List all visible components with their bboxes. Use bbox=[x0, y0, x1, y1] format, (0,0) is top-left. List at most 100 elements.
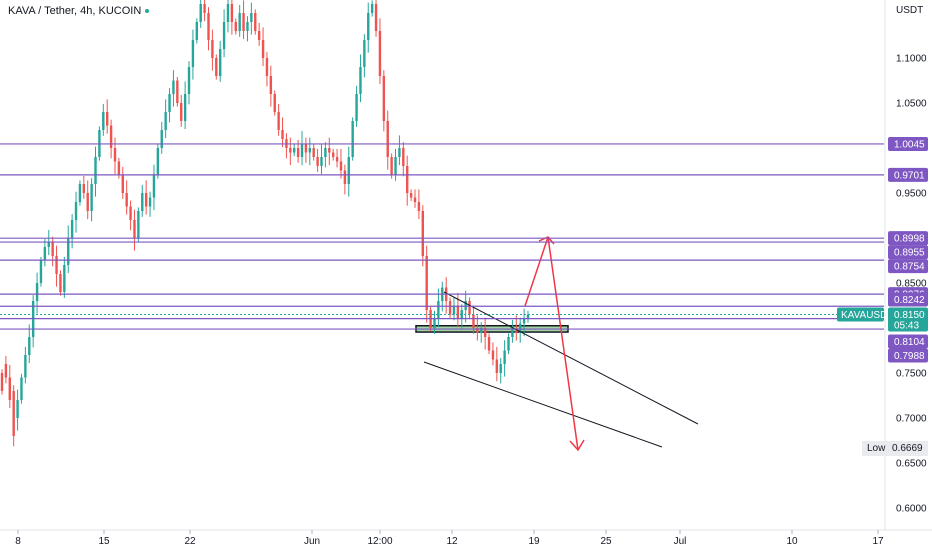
candle-body bbox=[160, 130, 163, 148]
candle-body bbox=[370, 4, 374, 13]
candle bbox=[55, 245, 58, 287]
candle-body bbox=[273, 94, 276, 112]
level-price-badge[interactable] bbox=[888, 245, 928, 260]
candle-body bbox=[35, 283, 39, 301]
candle bbox=[487, 333, 491, 355]
candle bbox=[296, 139, 300, 163]
candle-body bbox=[113, 148, 117, 162]
candle-body bbox=[265, 58, 269, 76]
candle bbox=[285, 133, 288, 159]
candle-body bbox=[20, 377, 23, 400]
level-price-label: 0.8104 bbox=[894, 337, 925, 348]
candle-body bbox=[121, 175, 124, 193]
candle-body bbox=[70, 220, 74, 238]
candle-body bbox=[300, 143, 304, 157]
candle-body bbox=[144, 193, 148, 207]
candle bbox=[172, 70, 175, 107]
candle-body bbox=[316, 157, 319, 166]
candle bbox=[148, 191, 152, 217]
y-tick-label: 0.8500 bbox=[896, 279, 927, 290]
level-price-badge[interactable] bbox=[888, 334, 928, 349]
candle-body bbox=[250, 13, 253, 22]
candle bbox=[367, 2, 370, 53]
candle bbox=[277, 103, 280, 136]
x-tick-label: 17 bbox=[872, 536, 884, 547]
level-price-badge[interactable] bbox=[888, 136, 928, 151]
candle bbox=[133, 209, 136, 251]
candle bbox=[51, 236, 54, 267]
candle bbox=[39, 256, 43, 287]
candle bbox=[261, 27, 265, 67]
candle-body bbox=[176, 80, 179, 103]
candle bbox=[363, 34, 366, 78]
level-price-badge[interactable] bbox=[888, 348, 928, 363]
candle-body bbox=[82, 184, 86, 193]
drawings[interactable] bbox=[423, 236, 699, 452]
candle bbox=[230, 0, 234, 35]
candle-body bbox=[8, 377, 11, 400]
x-tick-label: 22 bbox=[184, 536, 196, 547]
candle-body bbox=[363, 40, 366, 67]
candle bbox=[121, 166, 124, 199]
candle-body bbox=[448, 301, 452, 315]
candle bbox=[8, 364, 11, 409]
candle bbox=[312, 144, 315, 161]
channel-upper-line[interactable] bbox=[443, 291, 699, 425]
candle bbox=[183, 81, 187, 130]
candle bbox=[160, 121, 163, 154]
candle bbox=[144, 180, 148, 215]
candle bbox=[176, 76, 179, 107]
level-price-badge[interactable] bbox=[888, 259, 928, 274]
candle-body bbox=[24, 355, 27, 378]
candle bbox=[246, 16, 249, 42]
level-price-badge[interactable] bbox=[888, 292, 928, 307]
candle-body bbox=[0, 373, 4, 391]
projection-arrow-down[interactable] bbox=[569, 439, 585, 452]
channel-lower-line[interactable] bbox=[423, 361, 663, 448]
candle bbox=[456, 292, 460, 328]
projection-path[interactable] bbox=[524, 236, 579, 451]
candle bbox=[402, 142, 405, 177]
candle bbox=[94, 146, 97, 197]
level-price-label: 0.8754 bbox=[894, 262, 925, 273]
x-tick-label: 25 bbox=[600, 536, 612, 547]
candle bbox=[374, 0, 378, 37]
time-axis[interactable]: 8 15 22 Jun 12:00 12 19 25 Jul 10 17 bbox=[15, 530, 884, 547]
x-tick-label: Jun bbox=[304, 536, 320, 547]
candle bbox=[409, 189, 413, 202]
price-axis[interactable]: USDT 1.1000 1.0500 0.9500 0.8500 0.7500 0.7000… bbox=[896, 5, 927, 515]
candle-body bbox=[129, 206, 132, 220]
candle bbox=[257, 22, 261, 46]
last-price-badge[interactable] bbox=[888, 307, 928, 332]
candle bbox=[343, 164, 347, 195]
grid bbox=[0, 0, 932, 531]
candle-body bbox=[168, 94, 171, 112]
candle bbox=[359, 54, 362, 103]
candle bbox=[265, 52, 269, 87]
candle-body bbox=[367, 13, 370, 40]
level-price-label: 0.9701 bbox=[894, 170, 925, 181]
level-price-label: 1.0045 bbox=[894, 139, 925, 150]
level-price-badge[interactable] bbox=[888, 167, 928, 182]
candle bbox=[483, 317, 487, 350]
candle bbox=[59, 270, 62, 296]
level-price-badge[interactable] bbox=[888, 231, 928, 246]
candle bbox=[269, 65, 273, 107]
candle bbox=[526, 310, 530, 323]
candle bbox=[355, 85, 358, 127]
candle bbox=[320, 144, 323, 175]
candle-body bbox=[12, 391, 15, 436]
candle bbox=[273, 90, 276, 116]
candle-body bbox=[339, 161, 343, 171]
candle-body bbox=[148, 197, 152, 207]
candle-body bbox=[390, 157, 393, 175]
x-tick-label: 12 bbox=[446, 536, 458, 547]
chart-title: KAVA / Tether, 4h, KUCOIN bbox=[8, 5, 150, 17]
candle bbox=[441, 281, 444, 312]
x-tick-label: Jul bbox=[674, 536, 687, 547]
candle bbox=[386, 110, 389, 170]
candle-body bbox=[394, 157, 397, 175]
candle-body bbox=[246, 22, 249, 31]
horizontal-levels[interactable]: 1.00450.97010.89980.89550.87540.83760.82… bbox=[0, 136, 928, 363]
